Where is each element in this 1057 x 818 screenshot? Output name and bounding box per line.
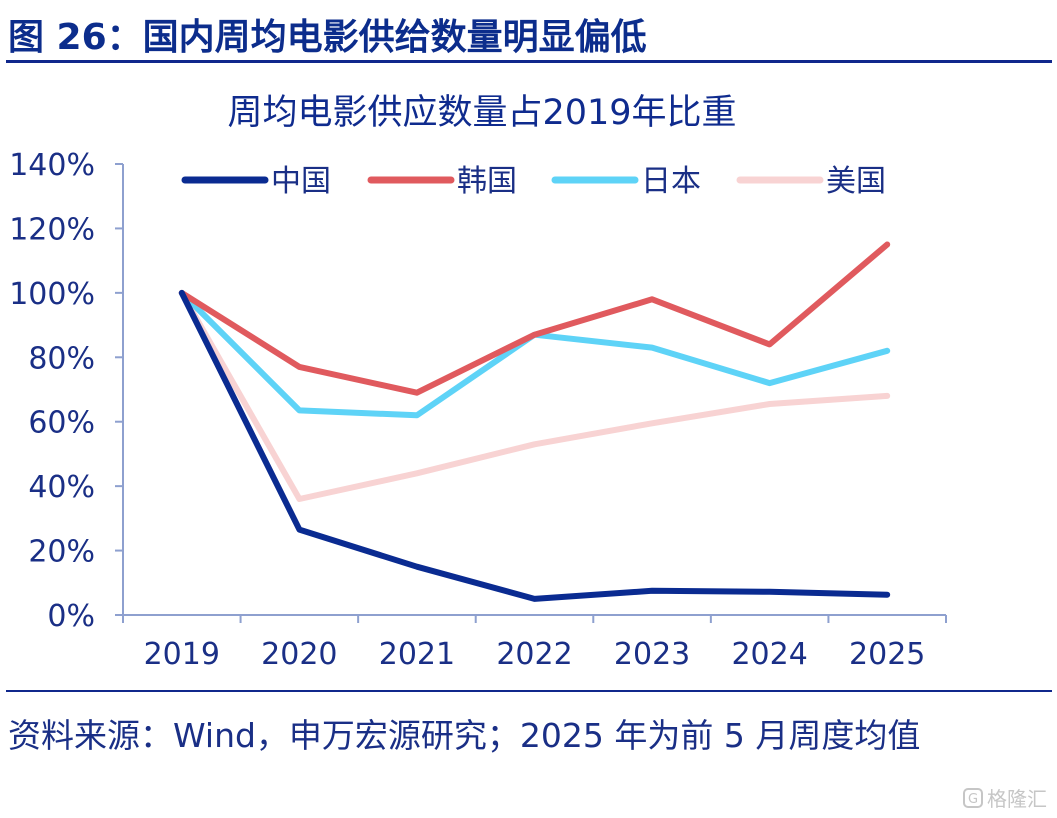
series-line-3 — [178, 289, 891, 419]
legend-label: 韩国 — [457, 164, 517, 199]
y-tick-label: 100% — [9, 277, 95, 312]
y-tick-label: 120% — [9, 212, 95, 247]
series-layer — [178, 241, 891, 602]
legend: 中国 韩国 日本 美国 — [181, 164, 886, 199]
y-tick-label: 20% — [28, 535, 95, 570]
series-line-1 — [178, 289, 891, 602]
bottom-rule — [6, 690, 1052, 692]
legend-label: 日本 — [641, 164, 701, 199]
x-tick-label: 2024 — [731, 637, 807, 672]
x-tick-label: 2021 — [379, 637, 455, 672]
y-tick-label: 40% — [28, 470, 95, 505]
figure-title: 图 26：国内周均电影供给数量明显偏低 — [8, 17, 647, 58]
series-line-2 — [178, 241, 891, 396]
y-tick-label: 0% — [47, 599, 95, 634]
y-tick-label: 60% — [28, 406, 95, 441]
x-tick-label: 2019 — [144, 637, 220, 672]
source-note: 资料来源：Wind，申万宏源研究；2025 年为前 5 月周度均值 — [8, 716, 921, 755]
series-line-4 — [178, 289, 891, 502]
y-tick-label: 80% — [28, 341, 95, 376]
y-tick-label: 140% — [9, 148, 95, 183]
chart-title: 周均电影供应数量占2019年比重 — [227, 93, 736, 133]
axes: 0% 20% 40% 60% 80% 100% 120% 140% 2019 2020 2021 20… — [9, 148, 947, 672]
line-chart: 周均电影供应数量占2019年比重 0% 20% 40% 60% 80% 100% 120% 1… — [9, 93, 947, 672]
legend-label: 美国 — [826, 164, 886, 199]
x-tick-label: 2025 — [849, 637, 925, 672]
top-rule — [6, 60, 1052, 63]
watermark-text: 格隆汇 — [987, 787, 1047, 811]
x-tick-label: 2022 — [496, 637, 572, 672]
x-tick-label: 2020 — [261, 637, 337, 672]
legend-label: 中国 — [271, 164, 331, 199]
x-tick-label: 2023 — [614, 637, 690, 672]
g-logo-icon: G — [963, 787, 983, 808]
watermark: G 格隆汇 — [963, 783, 1047, 812]
